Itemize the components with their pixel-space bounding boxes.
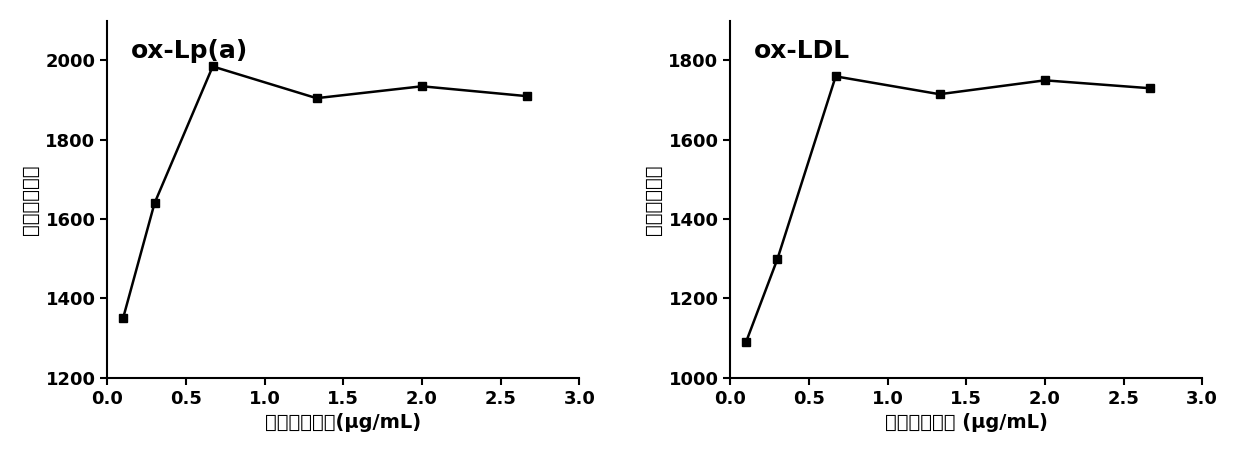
Y-axis label: 化学发光强度: 化学发光强度 — [644, 164, 663, 235]
Y-axis label: 化学发光强度: 化学发光强度 — [21, 164, 40, 235]
X-axis label: 包被抗体浓度(μg/mL): 包被抗体浓度(μg/mL) — [265, 413, 421, 432]
Text: ox-Lp(a): ox-Lp(a) — [131, 39, 248, 63]
Text: ox-LDL: ox-LDL — [753, 39, 850, 63]
X-axis label: 包被抗体浓度 (μg/mL): 包被抗体浓度 (μg/mL) — [885, 413, 1048, 432]
